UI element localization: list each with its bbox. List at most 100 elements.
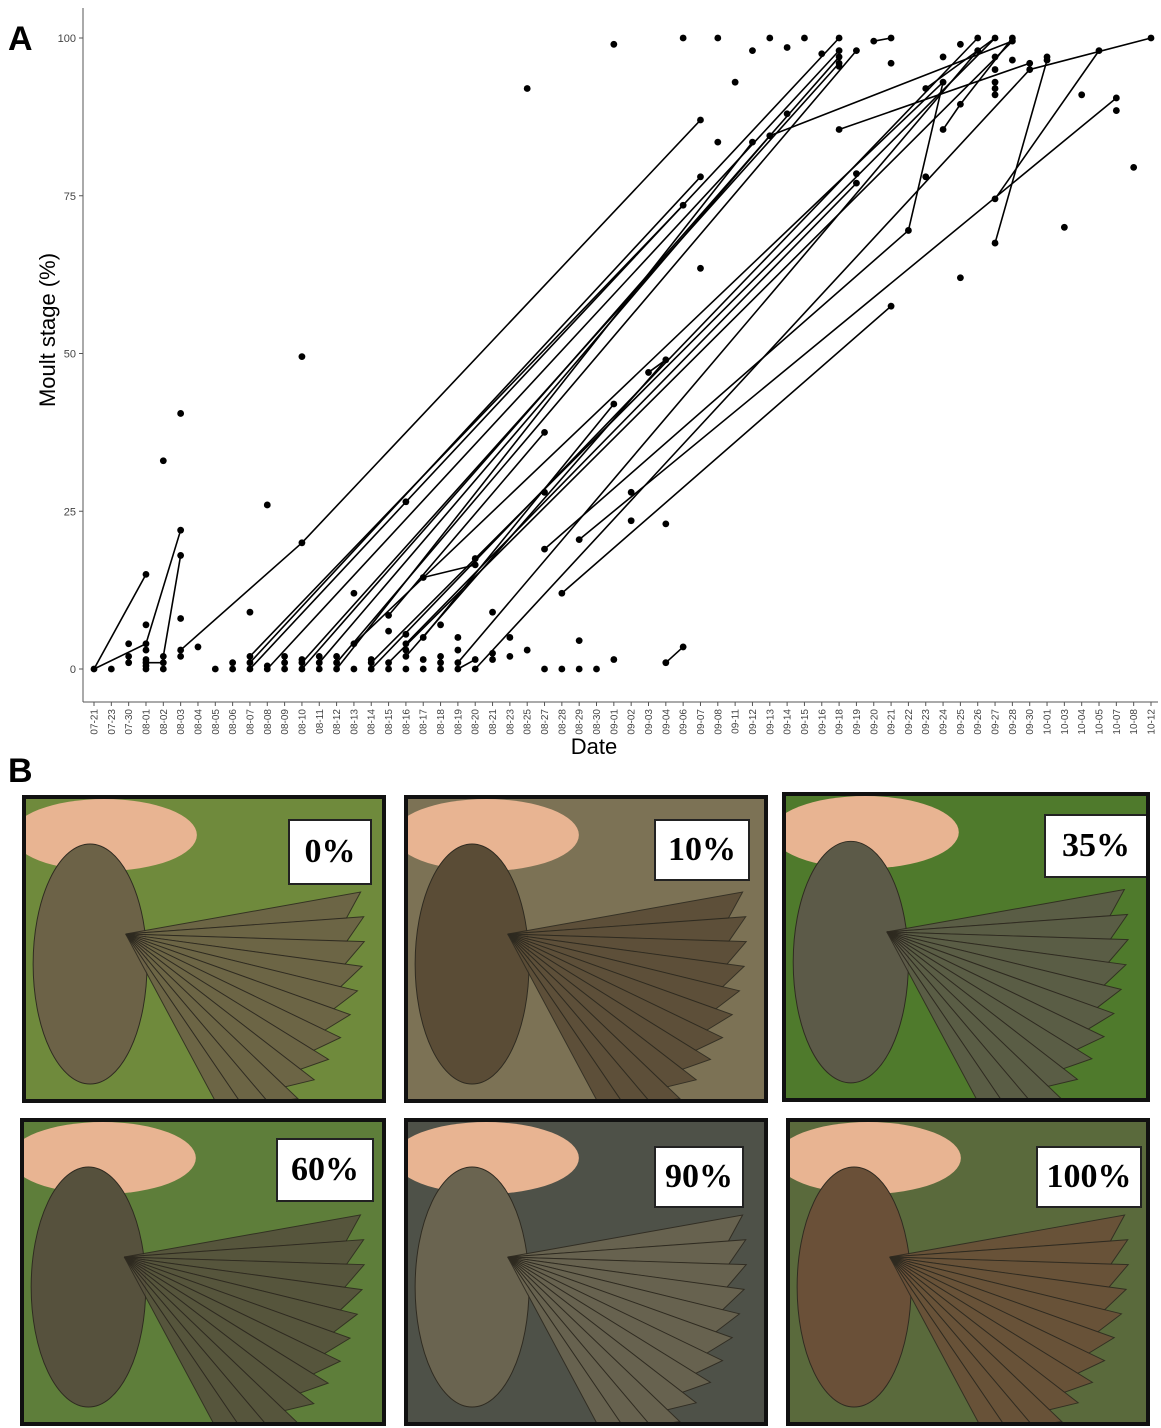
moult-point xyxy=(991,66,999,73)
moult-point xyxy=(835,47,843,55)
x-tick-label: 09-27 xyxy=(991,709,1002,735)
moult-point xyxy=(246,608,254,616)
moult-point xyxy=(991,34,999,42)
moult-point xyxy=(541,488,548,496)
moult-point xyxy=(246,652,254,660)
moult-track-line xyxy=(370,37,996,664)
moult-point xyxy=(350,665,358,673)
moult-track-line xyxy=(93,643,147,670)
moult-point xyxy=(385,611,392,619)
moult-point xyxy=(402,665,410,673)
moult-point xyxy=(333,652,340,660)
moult-point xyxy=(610,40,618,48)
moult-point xyxy=(281,659,289,667)
moult-point xyxy=(1078,91,1086,99)
moult-point xyxy=(298,665,306,673)
x-tick-label: 08-14 xyxy=(367,709,378,735)
moult-point xyxy=(177,526,185,534)
moult-track-line xyxy=(249,176,702,664)
moult-point xyxy=(489,608,496,616)
x-tick-label: 10-05 xyxy=(1095,709,1106,735)
wing-photo: 10% xyxy=(404,795,768,1103)
moult-point xyxy=(783,110,791,118)
moult-point xyxy=(956,274,964,282)
moult-point xyxy=(541,428,548,436)
moult-point xyxy=(1060,223,1068,231)
moult-stage-label: 100% xyxy=(1036,1146,1142,1208)
moult-point xyxy=(575,637,583,645)
moult-point xyxy=(662,520,670,528)
moult-point xyxy=(974,34,982,42)
moult-point xyxy=(1026,59,1034,67)
moult-point xyxy=(1026,66,1034,73)
moult-point xyxy=(229,659,237,667)
moult-point xyxy=(194,643,202,651)
moult-point xyxy=(956,40,964,48)
x-tick-label: 08-16 xyxy=(401,709,412,735)
moult-track-line xyxy=(301,119,702,544)
x-tick-label: 09-13 xyxy=(765,709,776,735)
moult-point xyxy=(333,659,340,667)
moult-track-line xyxy=(994,59,1048,244)
moult-point xyxy=(281,652,289,660)
moult-point xyxy=(437,659,444,667)
moult-point xyxy=(142,656,150,663)
wing-photo: 35% xyxy=(782,792,1150,1102)
moult-point xyxy=(887,59,895,67)
moult-point xyxy=(662,659,670,667)
moult-track-line xyxy=(370,37,979,670)
x-tick-label: 09-12 xyxy=(748,709,759,735)
x-tick-label: 09-23 xyxy=(921,709,932,735)
moult-point xyxy=(835,59,843,67)
moult-point xyxy=(471,555,479,562)
moult-point xyxy=(905,227,912,234)
moult-track-line xyxy=(180,542,303,651)
moult-point xyxy=(402,640,410,648)
moult-point xyxy=(939,78,947,86)
moult-point xyxy=(229,665,237,673)
y-tick-label: 100 xyxy=(58,33,76,45)
moult-point xyxy=(125,659,133,667)
x-tick-label: 08-15 xyxy=(384,709,395,735)
moult-point xyxy=(575,665,583,673)
moult-point xyxy=(523,85,531,92)
x-tick-label: 08-25 xyxy=(523,709,534,735)
moult-point xyxy=(853,179,860,187)
x-tick-label: 09-06 xyxy=(679,709,690,735)
x-tick-label: 08-03 xyxy=(176,709,187,735)
moult-point xyxy=(489,649,496,657)
x-tick-label: 08-29 xyxy=(575,709,586,735)
moult-point xyxy=(419,574,427,581)
x-tick-label: 10-03 xyxy=(1060,709,1071,735)
moult-point xyxy=(835,53,843,61)
moult-point xyxy=(437,665,444,673)
moult-point xyxy=(177,652,185,660)
moult-track-line xyxy=(145,529,182,644)
x-tick-label: 08-21 xyxy=(488,709,499,735)
moult-track-line xyxy=(405,359,667,657)
x-tick-label: 09-19 xyxy=(852,709,863,735)
moult-point xyxy=(90,665,98,673)
x-tick-label: 09-04 xyxy=(661,709,672,735)
x-tick-label: 09-28 xyxy=(1008,709,1019,735)
moult-point xyxy=(991,239,999,247)
x-tick-label: 09-24 xyxy=(939,709,950,735)
moult-point xyxy=(558,665,566,673)
moult-stage-label: 35% xyxy=(1044,814,1146,878)
moult-point xyxy=(801,34,808,42)
chart-segments xyxy=(93,37,1152,670)
moult-point xyxy=(714,138,722,146)
moult-track-line xyxy=(162,555,182,657)
moult-stage-label: 0% xyxy=(288,819,372,885)
moult-track-line xyxy=(543,229,909,550)
moult-point xyxy=(454,646,462,654)
wing-illustration xyxy=(408,799,764,1099)
moult-point xyxy=(558,589,566,597)
moult-point xyxy=(679,643,687,651)
chart-points xyxy=(90,34,1155,673)
x-tick-label: 09-26 xyxy=(973,709,984,735)
moult-point xyxy=(298,539,306,547)
moult-point xyxy=(1147,34,1155,42)
moult-point xyxy=(454,634,462,641)
x-tick-label: 10-04 xyxy=(1077,709,1088,735)
